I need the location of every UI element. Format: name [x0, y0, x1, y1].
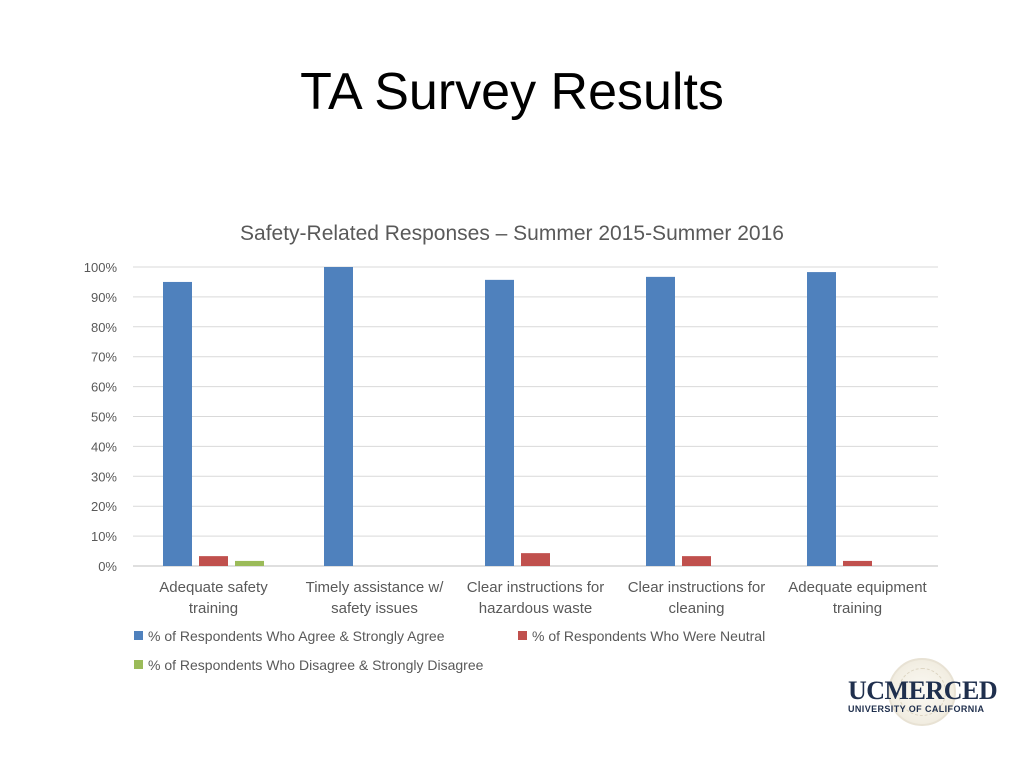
- logo-wordmark: UCMERCED: [848, 676, 998, 705]
- bar: [521, 553, 550, 566]
- logo-subtitle: UNIVERSITY OF CALIFORNIA: [848, 704, 985, 714]
- y-tick-label: 70%: [91, 350, 117, 365]
- bar: [163, 281, 192, 566]
- bar: [646, 276, 675, 566]
- legend-swatch: [134, 631, 143, 640]
- x-tick-label: Clear instructions for: [628, 579, 766, 596]
- x-tick-label: safety issues: [331, 600, 418, 617]
- legend-swatch: [518, 631, 527, 640]
- y-tick-label: 50%: [91, 410, 117, 425]
- y-tick-label: 40%: [91, 439, 117, 454]
- x-tick-label: Timely assistance w/: [306, 579, 445, 596]
- x-tick-label: training: [189, 600, 238, 617]
- university-seal-icon: [888, 658, 956, 726]
- x-tick-label: training: [833, 600, 882, 617]
- bar: [199, 556, 228, 566]
- x-tick-label: hazardous waste: [479, 600, 592, 617]
- legend-label: % of Respondents Who Disagree & Strongly…: [148, 657, 484, 673]
- y-tick-label: 30%: [91, 469, 117, 484]
- x-tick-label: Adequate equipment: [788, 579, 927, 596]
- bar: [807, 272, 836, 566]
- y-tick-label: 100%: [84, 260, 118, 275]
- legend-label: % of Respondents Who Were Neutral: [532, 628, 765, 644]
- x-tick-label: Adequate safety: [159, 579, 268, 596]
- bar: [682, 556, 711, 566]
- bar: [235, 560, 264, 566]
- bar: [843, 560, 872, 566]
- bar: [324, 267, 353, 566]
- legend-swatch: [134, 660, 143, 669]
- x-tick-label: cleaning: [669, 600, 725, 617]
- chart-title: Safety-Related Responses – Summer 2015-S…: [240, 222, 784, 245]
- y-tick-label: 10%: [91, 529, 117, 544]
- uc-merced-logo: UCMERCED UNIVERSITY OF CALIFORNIA: [844, 658, 998, 726]
- y-tick-label: 60%: [91, 380, 117, 395]
- y-tick-label: 90%: [91, 290, 117, 305]
- slide-title: TA Survey Results: [300, 63, 724, 121]
- y-tick-label: 20%: [91, 499, 117, 514]
- x-tick-label: Clear instructions for: [467, 579, 605, 596]
- y-tick-label: 0%: [98, 559, 117, 574]
- bar: [485, 279, 514, 566]
- legend-label: % of Respondents Who Agree & Strongly Ag…: [148, 628, 445, 644]
- y-tick-label: 80%: [91, 320, 117, 335]
